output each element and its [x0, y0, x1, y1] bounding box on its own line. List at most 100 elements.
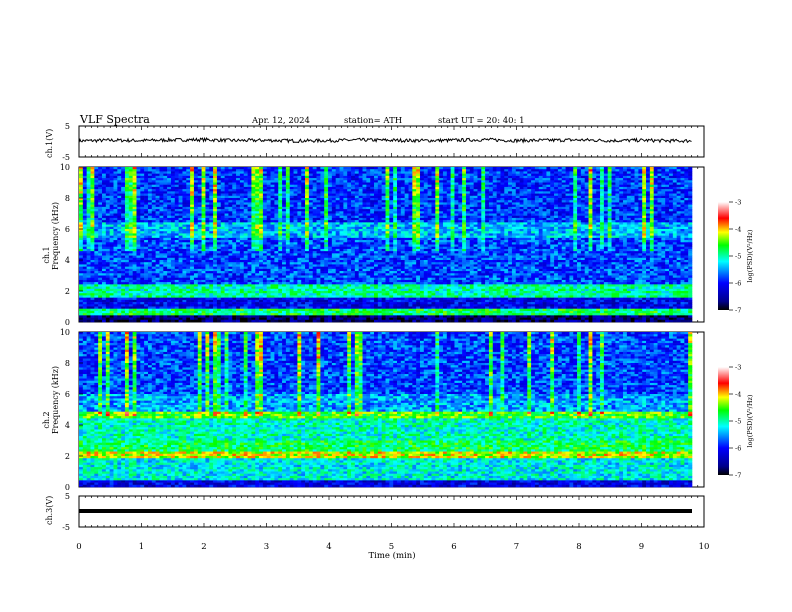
- spectrogram-cell: [274, 206, 279, 210]
- spectrogram-cell: [170, 180, 176, 183]
- spectrogram-cell: [90, 193, 95, 197]
- spectrogram-cell: [193, 198, 199, 201]
- spectrogram-cell: [600, 189, 605, 192]
- spectrogram-cell: [347, 213, 352, 217]
- spectrogram-cell: [550, 204, 555, 208]
- spectrogram-cell: [626, 202, 631, 205]
- spectrogram-cell: [178, 182, 183, 186]
- spectrogram-cell: [550, 195, 555, 199]
- spectrogram-cell: [274, 202, 279, 205]
- spectrogram-cell: [228, 184, 233, 188]
- spectrogram-cell: [465, 169, 471, 172]
- spectrogram-cell: [554, 211, 559, 214]
- spectrogram-cell: [569, 193, 574, 197]
- spectrogram-cell: [473, 204, 478, 208]
- spectrogram-cell: [400, 175, 405, 179]
- spectrogram-cell: [534, 182, 540, 186]
- spectrogram-cell: [293, 171, 298, 174]
- spectrogram-cell: [565, 209, 570, 212]
- spectrogram-cell: [462, 189, 467, 192]
- spectrogram-cell: [117, 204, 122, 208]
- spectrogram-cell: [546, 191, 551, 194]
- spectrogram-cell: [285, 178, 291, 181]
- spectrogram-cell: [511, 209, 517, 212]
- spectrogram-cell: [680, 191, 685, 194]
- spectrogram-cell: [408, 206, 413, 210]
- spectrogram-cell: [496, 206, 501, 210]
- spectrogram-cell: [554, 189, 559, 192]
- spectrogram-cell: [481, 189, 486, 192]
- spectrogram-cell: [577, 204, 582, 208]
- spectrogram-cell: [98, 220, 103, 223]
- spectrogram-cell: [527, 191, 532, 194]
- spectrogram-cell: [155, 184, 160, 188]
- spectrogram-cell: [331, 195, 336, 199]
- spectrogram-cell: [619, 211, 624, 214]
- spectrogram-cell: [167, 206, 172, 210]
- spectrogram-cell: [289, 202, 294, 205]
- spectrogram-cell: [377, 222, 382, 225]
- spectrogram-cell: [423, 213, 428, 217]
- spectrogram-cell: [170, 195, 176, 199]
- spectrogram-cell: [531, 180, 536, 183]
- spectrogram-cell: [588, 195, 593, 199]
- spectrogram-cell: [511, 222, 517, 225]
- spectrogram-cell: [638, 220, 643, 223]
- spectrogram-cell: [511, 217, 517, 221]
- spectrogram-cell: [159, 184, 164, 188]
- spectrogram-cell: [546, 175, 551, 179]
- spectrogram-cell: [205, 180, 210, 183]
- spectrogram-cell: [236, 175, 241, 179]
- spectrogram-cell: [124, 186, 130, 190]
- spectrogram-cell: [351, 220, 356, 223]
- spectrogram-cell: [262, 209, 268, 212]
- spectrogram-cell: [366, 200, 371, 203]
- spectrogram-cell: [190, 169, 195, 172]
- spectrogram-cell: [580, 204, 586, 208]
- spectrogram-cell: [224, 200, 229, 203]
- spectrogram-cell: [542, 195, 547, 199]
- spectrogram-cell: [163, 200, 168, 203]
- spectrogram-cell: [182, 200, 187, 203]
- spectrogram-cell: [305, 209, 310, 212]
- spectrogram-cell: [174, 206, 179, 210]
- spectrogram-cell: [247, 178, 252, 181]
- spectrogram-cell: [117, 171, 122, 174]
- spectrogram-cell: [416, 182, 421, 186]
- spectrogram-cell: [381, 220, 386, 223]
- spectrogram-cell: [565, 189, 570, 192]
- spectrogram-cell: [259, 175, 264, 179]
- spectrogram-cell: [419, 217, 425, 221]
- spectrogram-cell: [393, 175, 398, 179]
- spectrogram-cell: [623, 184, 628, 188]
- spectrogram-cell: [224, 193, 229, 197]
- spectrogram-cell: [381, 180, 386, 183]
- spectrogram-cell: [155, 209, 160, 212]
- spectrogram-cell: [669, 195, 674, 199]
- spectrogram-cell: [155, 186, 160, 190]
- spectrogram-cell: [270, 180, 275, 183]
- spectrogram-cell: [370, 198, 375, 201]
- spectrogram-cell: [569, 178, 574, 181]
- spectrogram-cell: [366, 209, 371, 212]
- spectrogram-cell: [331, 211, 336, 214]
- spectrogram-cell: [232, 215, 237, 219]
- spectrogram-cell: [101, 213, 107, 217]
- spectrogram-cell: [565, 217, 570, 221]
- spectrogram-cell: [531, 198, 536, 201]
- spectrogram-cell: [124, 180, 130, 183]
- spectrogram-cell: [358, 206, 363, 210]
- spectrogram-cell: [289, 222, 294, 225]
- spectrogram-cell: [232, 206, 237, 210]
- spectrogram-cell: [94, 169, 99, 172]
- spectrogram-cell: [423, 198, 428, 201]
- spectrogram-cell: [117, 180, 122, 183]
- spectrogram-cell: [473, 198, 478, 201]
- spectrogram-cell: [128, 191, 133, 194]
- spectrogram-cell: [140, 186, 145, 190]
- spectrogram-cell: [669, 211, 674, 214]
- spectrogram-cell: [374, 193, 379, 197]
- spectrogram-cell: [596, 217, 601, 221]
- spectrogram-cell: [573, 169, 578, 172]
- spectrogram-cell: [546, 220, 551, 223]
